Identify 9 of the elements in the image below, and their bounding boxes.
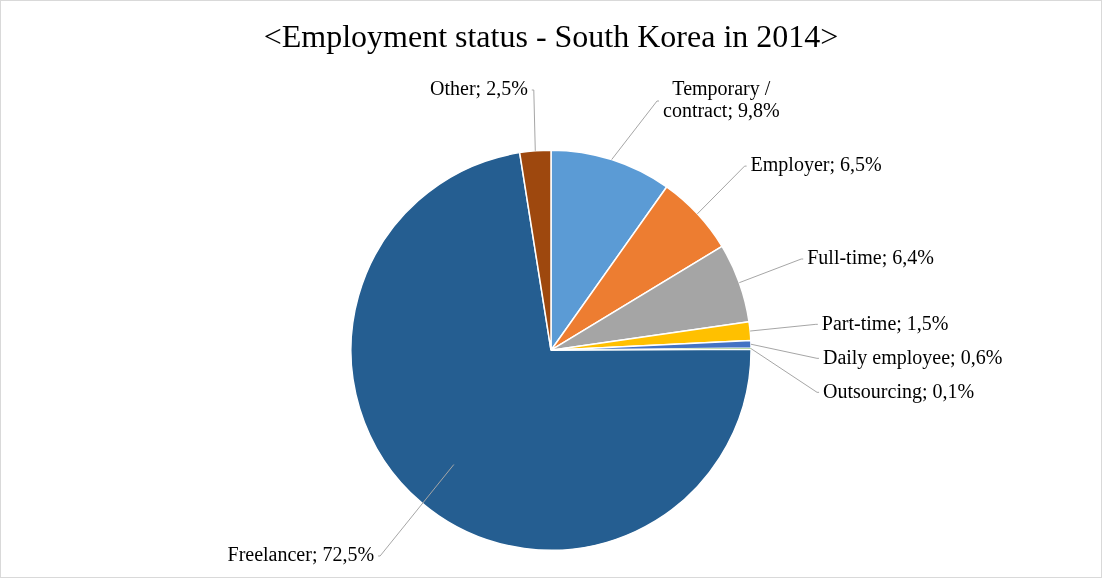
slice-label: Other; 2,5% — [430, 77, 528, 100]
slice-label: Temporary / contract; 9,8% — [663, 77, 780, 122]
slice-label: Outsourcing; 0,1% — [823, 379, 975, 403]
slice-label: Part-time; 1,5% — [821, 311, 949, 334]
chart-title: <Employment status - South Korea in 2014> — [263, 17, 839, 54]
slice-label: Freelancer; 72,5% — [227, 543, 375, 566]
slice-label: Daily employee; 0,6% — [822, 345, 1003, 369]
slice-label: Full-time; 6,4% — [807, 246, 934, 269]
slice-label: Employer; 6,5% — [750, 153, 882, 177]
